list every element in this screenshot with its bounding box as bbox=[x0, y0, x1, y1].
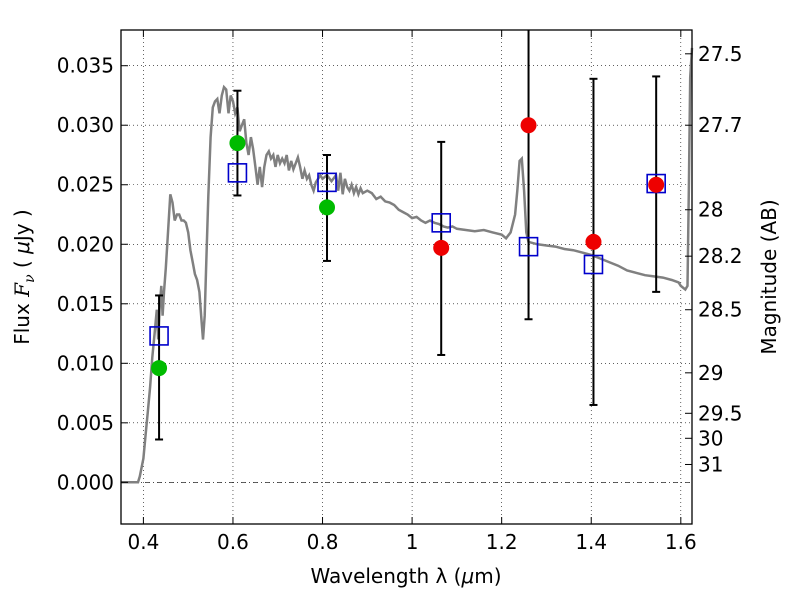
y2-tick-label: 29 bbox=[698, 361, 723, 385]
y2-tick-label: 27.7 bbox=[698, 113, 743, 137]
model-photometry-square bbox=[431, 213, 452, 233]
observed-nir-point bbox=[520, 117, 537, 134]
plot-frame bbox=[120, 29, 693, 525]
model-photometry-square bbox=[518, 236, 539, 257]
y2-tick-label: 28.2 bbox=[698, 244, 743, 268]
y2-tick-label: 30 bbox=[698, 426, 723, 450]
x-tick-label: 1.6 bbox=[665, 530, 697, 554]
x-tick-label: 0.6 bbox=[217, 530, 249, 554]
observed-nir-point bbox=[433, 239, 450, 256]
observed-optical-point bbox=[151, 360, 168, 377]
model-photometry-square bbox=[583, 254, 604, 275]
model-photometry-square bbox=[149, 326, 169, 346]
observed-photometry-points bbox=[151, 117, 665, 377]
x-tick-label: 1 bbox=[406, 530, 419, 554]
x-tick-label: 1.2 bbox=[486, 530, 518, 554]
y-tick-label: 0.015 bbox=[57, 292, 114, 316]
x-tick-label: 0.8 bbox=[307, 530, 339, 554]
axis-ticks bbox=[121, 30, 692, 524]
observed-optical-point bbox=[229, 135, 246, 152]
observed-nir-point bbox=[585, 233, 602, 250]
y-tick-label: 0.005 bbox=[57, 411, 114, 435]
x-axis-label: Wavelength λ (μm) bbox=[310, 564, 501, 588]
y2-tick-label: 28 bbox=[698, 198, 723, 222]
y-tick-label: 0.000 bbox=[57, 470, 114, 494]
y2-tick-label: 31 bbox=[698, 452, 723, 476]
y2-tick-label: 27.5 bbox=[698, 42, 743, 66]
y-tick-label: 0.035 bbox=[57, 54, 114, 78]
y-tick-labels: 0.000 0.005 0.010 0.015 0.020 0.025 0.030 0.035 bbox=[57, 54, 114, 495]
y-tick-label: 0.030 bbox=[57, 113, 114, 137]
model-photometry-square bbox=[227, 163, 248, 183]
y2-tick-label: 28.5 bbox=[698, 298, 743, 322]
model-photometry-square bbox=[317, 172, 337, 193]
x-tick-label: 0.4 bbox=[127, 530, 159, 554]
x-tick-labels: 0.4 0.6 0.8 1 1.2 1.4 1.6 bbox=[127, 530, 696, 554]
y-tick-label: 0.025 bbox=[57, 173, 114, 197]
x-tick-label: 1.4 bbox=[575, 530, 607, 554]
model-spectrum-line bbox=[121, 47, 694, 484]
y2-tick-label: 29.5 bbox=[698, 401, 743, 425]
y-axis-label: Flux Fν ( μJy ) bbox=[10, 209, 38, 345]
observed-nir-point bbox=[648, 176, 665, 193]
y-tick-label: 0.020 bbox=[57, 232, 114, 256]
observed-optical-point bbox=[319, 199, 336, 216]
y2-axis-label: Magnitude (AB) bbox=[757, 199, 781, 354]
y-tick-label: 0.010 bbox=[57, 351, 114, 375]
